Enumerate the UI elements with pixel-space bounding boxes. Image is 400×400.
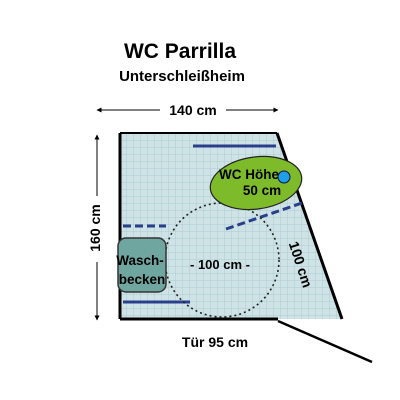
width-label: 140 cm bbox=[169, 102, 216, 118]
height-label: 160 cm bbox=[87, 204, 103, 251]
page-title: WC Parrilla bbox=[124, 40, 236, 63]
grab-bar-fold-right bbox=[225, 201, 303, 231]
page-subtitle: Unterschleißheim bbox=[119, 68, 245, 85]
toilet-bowl bbox=[209, 155, 303, 211]
flush-button-icon bbox=[277, 170, 291, 184]
wash-basin bbox=[117, 237, 167, 293]
door-leaf bbox=[277, 319, 373, 364]
toilet-label-line1: WC Höhe bbox=[219, 167, 279, 182]
turning-circle bbox=[164, 202, 280, 318]
toilet-label-line2: 50 cm bbox=[243, 183, 281, 198]
turning-circle-label: - 100 cm - bbox=[190, 257, 250, 272]
sink-label-line1: Wasch- bbox=[116, 253, 164, 268]
door-label: Tür 95 cm bbox=[182, 334, 248, 350]
sink-label-line2: becken bbox=[119, 272, 166, 287]
